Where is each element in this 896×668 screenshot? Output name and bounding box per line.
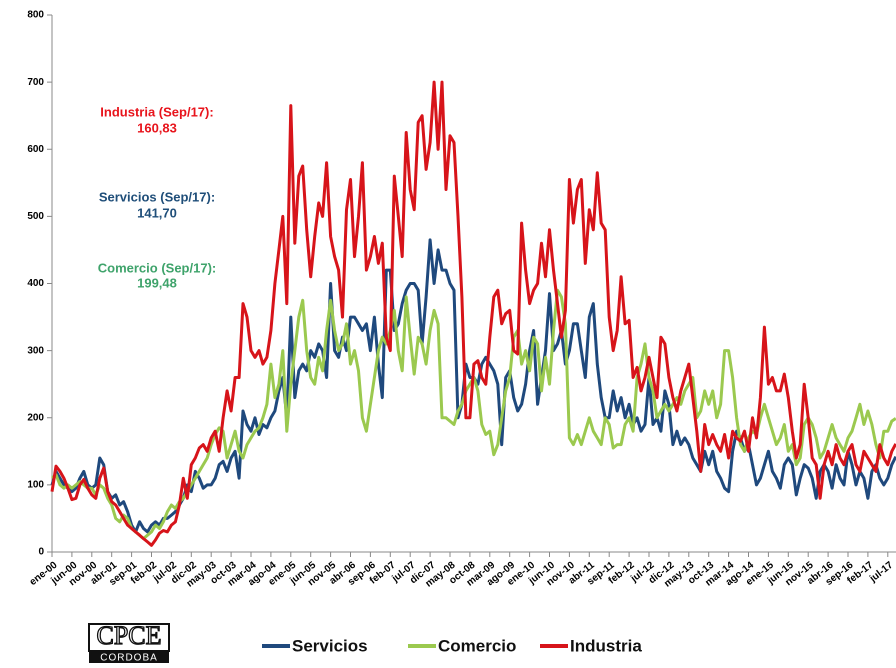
y-tick-label: 600: [27, 144, 44, 155]
annotation-value: 160,83: [137, 120, 177, 135]
y-tick-label: 500: [27, 211, 44, 222]
legend-item: Servicios: [262, 636, 368, 655]
y-tick-label: 0: [38, 547, 44, 558]
annotation-value: 199,48: [137, 275, 177, 290]
logo-title: CPCE: [96, 621, 161, 650]
series-line: [50, 238, 896, 534]
y-tick-label: 700: [27, 77, 44, 88]
legend-label: Servicios: [292, 636, 368, 655]
legend-item: Industria: [540, 636, 642, 655]
annotation-label: Industria (Sep/17):: [100, 104, 213, 119]
y-tick-label: 400: [27, 278, 44, 289]
legend-item: Comercio: [408, 636, 516, 655]
logo-subtitle: CORDOBA: [100, 653, 158, 664]
y-tick-label: 100: [27, 480, 44, 491]
y-tick-label: 300: [27, 345, 44, 356]
series-line: [50, 80, 896, 547]
logo-band: [89, 651, 169, 663]
annotation-value: 141,70: [137, 205, 177, 220]
annotation-label: Comercio (Sep/17):: [98, 260, 216, 275]
y-tick-label: 800: [27, 10, 44, 21]
logo: CPCE CORDOBA: [88, 620, 170, 664]
annotation-label: Servicios (Sep/17):: [99, 189, 215, 204]
legend-label: Comercio: [438, 636, 516, 655]
y-tick-label: 200: [27, 412, 44, 423]
legend-label: Industria: [570, 636, 642, 655]
